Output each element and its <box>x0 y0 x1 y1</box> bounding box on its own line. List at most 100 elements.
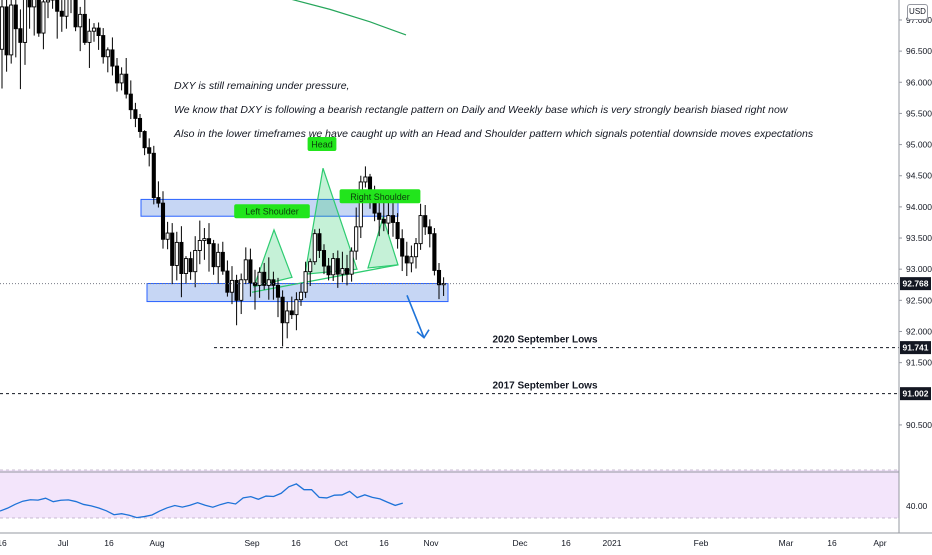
candle-body <box>203 239 206 241</box>
candle-body <box>79 14 82 26</box>
candle-body <box>378 213 381 219</box>
candle-body <box>272 280 275 286</box>
candle <box>79 7 82 51</box>
candle-body <box>134 110 137 119</box>
candle <box>14 0 17 57</box>
annotation-line-2: We know that DXY is following a bearish … <box>174 104 787 116</box>
candle-body <box>37 0 40 33</box>
candle <box>410 246 413 273</box>
candle-body <box>332 259 335 275</box>
annotation-line-1: DXY is still remaining under pressure, <box>174 80 349 92</box>
candle-body <box>166 233 169 239</box>
candle-body <box>221 252 224 271</box>
candle-body <box>198 241 201 251</box>
time-tick-label: Dec <box>512 538 528 548</box>
candle-body <box>396 222 399 238</box>
price-tick-label: 93.500 <box>906 233 932 243</box>
candle-body <box>276 285 279 297</box>
time-tick-label: Mar <box>779 538 794 548</box>
time-tick-label: 16 <box>379 538 389 548</box>
candle <box>221 242 224 275</box>
candle <box>111 37 114 75</box>
candle-body <box>355 227 358 251</box>
price-tick-label: 92.000 <box>906 326 932 336</box>
price-tick-label: 91.500 <box>906 358 932 368</box>
candle-body <box>171 233 174 265</box>
candle <box>129 80 132 119</box>
time-tick-label: Apr <box>873 538 886 548</box>
candle <box>143 130 146 155</box>
candle <box>106 47 109 72</box>
candle <box>203 228 206 260</box>
candle-body <box>115 66 118 83</box>
candle <box>69 0 72 13</box>
candle-body <box>0 7 3 49</box>
candle-body <box>106 50 109 57</box>
candle-body <box>212 244 215 267</box>
rsi-axis-label: 40.00 <box>906 501 928 511</box>
candle <box>401 229 404 271</box>
candle <box>424 205 427 235</box>
candle <box>46 0 49 18</box>
candle-body <box>129 94 132 110</box>
candle <box>42 0 45 49</box>
candle <box>313 229 316 265</box>
candle <box>286 302 289 339</box>
price-tick-label: 94.500 <box>906 171 932 181</box>
candle <box>405 242 408 276</box>
level-price-tag: 91.002 <box>903 389 929 399</box>
time-tick-label: 2021 <box>603 538 622 548</box>
candle-body <box>88 31 91 42</box>
price-tick-label: 93.000 <box>906 264 932 274</box>
candle-body <box>33 0 36 7</box>
candle <box>60 0 63 32</box>
candle <box>152 146 155 205</box>
candle <box>414 238 417 269</box>
candle-body <box>175 242 178 265</box>
candle <box>148 138 151 166</box>
time-tick-label: 16 <box>0 538 7 548</box>
candle-body <box>97 28 100 35</box>
candle-body <box>189 259 192 272</box>
candle-body <box>387 216 390 223</box>
candle <box>364 166 367 187</box>
candle-body <box>74 0 77 27</box>
zone-lower-support <box>147 284 448 302</box>
candle-body <box>217 252 220 266</box>
candle <box>194 236 197 287</box>
candle-body <box>125 74 128 94</box>
candle <box>350 247 353 281</box>
candle <box>433 228 436 275</box>
moving-average-line <box>228 0 406 35</box>
candle <box>134 103 137 127</box>
candle-body <box>267 280 270 286</box>
level-label: 2017 September Lows <box>492 381 597 392</box>
candle-body <box>419 216 422 244</box>
candle-body <box>5 7 8 55</box>
pattern-label: Left Shoulder <box>245 207 299 217</box>
candle-body <box>350 251 353 274</box>
candle <box>97 22 100 49</box>
candle-body <box>111 50 114 66</box>
candle-body <box>14 5 17 29</box>
candle <box>244 247 247 284</box>
current-price-tag: 92.768 <box>903 279 929 289</box>
candle <box>102 28 105 64</box>
currency-button[interactable]: USD <box>907 4 928 20</box>
candle-body <box>102 36 105 57</box>
price-tick-label: 90.500 <box>906 420 932 430</box>
candle-body <box>28 0 31 7</box>
candle-body <box>120 74 123 83</box>
candle <box>396 213 399 249</box>
candle <box>184 256 187 283</box>
candle-body <box>286 311 289 323</box>
rsi-band <box>0 470 899 518</box>
price-tick-label: 95.500 <box>906 108 932 118</box>
candle <box>5 0 8 72</box>
candle-body <box>184 259 187 274</box>
candle <box>207 223 210 272</box>
candle <box>0 0 3 89</box>
